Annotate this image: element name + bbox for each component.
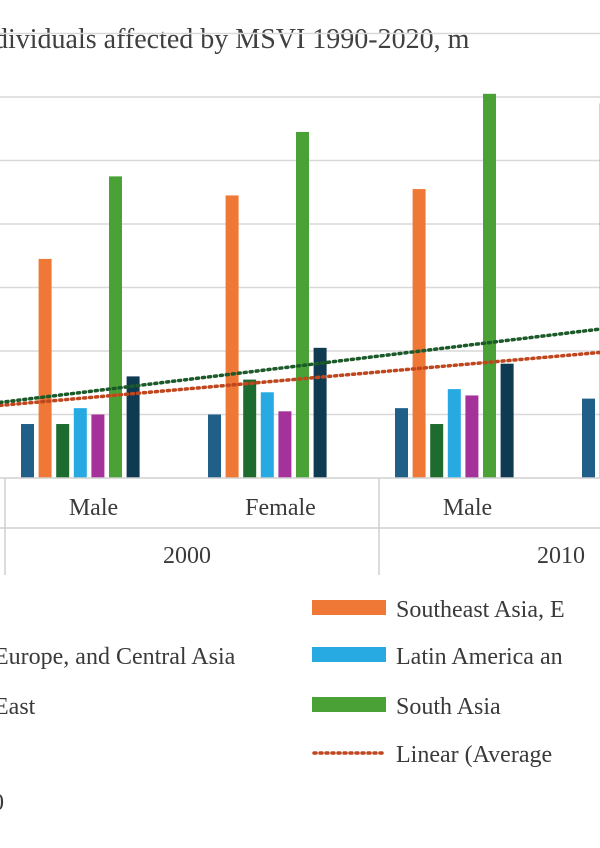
group-label: 2000	[163, 543, 211, 569]
legend-label: Latin America an	[396, 644, 563, 670]
trendline	[0, 350, 600, 408]
x-tick-label: Female	[245, 495, 316, 521]
bar	[447, 389, 461, 478]
bar	[243, 379, 257, 478]
bar	[73, 408, 87, 478]
bar	[21, 424, 34, 478]
bar	[483, 93, 496, 478]
legend-swatch	[312, 697, 386, 712]
bar	[465, 395, 479, 478]
chart-title: dividuals affected by MSVI 1990-2020, m	[0, 24, 470, 55]
legend-label: East	[0, 694, 36, 720]
bar	[225, 195, 239, 479]
bar	[313, 347, 327, 478]
bar	[582, 398, 595, 478]
bar	[109, 176, 122, 478]
legend-swatch	[312, 647, 386, 662]
legend-label: Southeast Asia, E	[396, 597, 565, 623]
bar	[278, 411, 292, 478]
legend: Europe, and Central Asia East 0 Southeast A…	[0, 597, 565, 816]
legend-label: South Asia	[396, 694, 501, 720]
group-label: 2010	[537, 543, 585, 569]
bar	[296, 131, 309, 479]
x-tick-label: Male	[69, 495, 118, 521]
legend-label: 0	[0, 790, 4, 816]
bar	[38, 258, 52, 478]
x-axis: MaleFemale2000MaleFemale2010	[0, 477, 600, 575]
bar	[500, 363, 514, 478]
bars	[21, 93, 600, 479]
bar	[126, 376, 140, 478]
bar	[91, 414, 105, 478]
bar	[56, 424, 70, 478]
x-tick-label: Male	[443, 495, 492, 521]
bar	[430, 424, 444, 478]
legend-label: Linear (Average	[396, 742, 552, 768]
bar	[208, 414, 221, 478]
bar	[260, 392, 274, 478]
legend-label: Europe, and Central Asia	[0, 644, 236, 670]
bar	[395, 408, 408, 478]
trendline	[0, 327, 600, 405]
bar	[412, 189, 426, 478]
legend-swatch	[312, 600, 386, 615]
trendlines	[0, 327, 600, 408]
